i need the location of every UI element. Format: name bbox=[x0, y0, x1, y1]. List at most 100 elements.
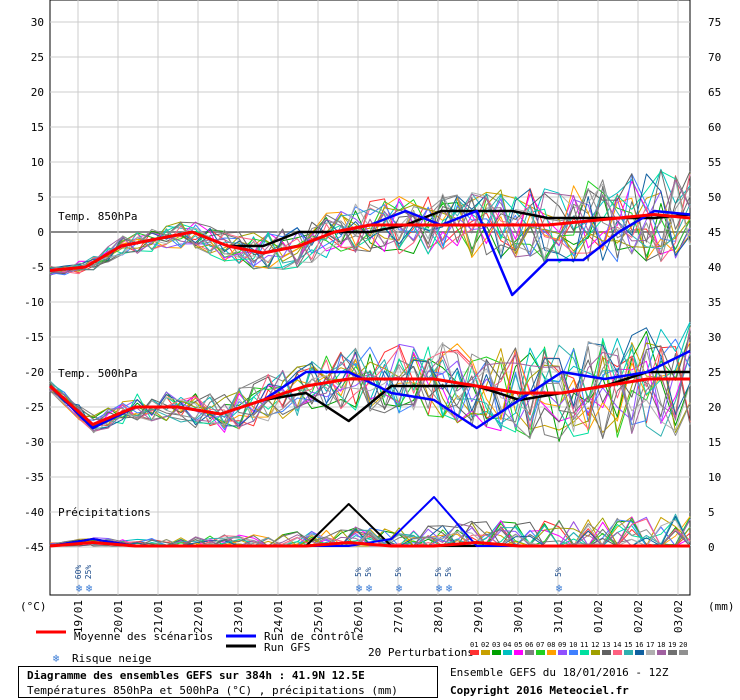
left-tick-label: 10 bbox=[31, 156, 44, 169]
perturbation-id: 18 bbox=[657, 641, 665, 649]
snowflake-icon: ❄ bbox=[556, 582, 563, 595]
date-tick-label: 03/02 bbox=[672, 600, 685, 633]
right-tick-label: 30 bbox=[708, 331, 721, 344]
right-tick-label: 45 bbox=[708, 226, 721, 239]
perturbation-line-15 bbox=[49, 188, 691, 273]
perturbation-swatch bbox=[503, 650, 512, 655]
right-tick-label: 60 bbox=[708, 121, 721, 134]
perturbation-id: 20 bbox=[679, 641, 687, 649]
perturbation-swatch bbox=[514, 650, 523, 655]
left-tick-label: -35 bbox=[24, 471, 44, 484]
perturbation-id: 17 bbox=[646, 641, 654, 649]
snowflake-icon: ❄ bbox=[76, 582, 83, 595]
section-label: Temp. 500hPa bbox=[58, 367, 137, 380]
mean-850-line bbox=[49, 213, 691, 272]
right-tick-label: 35 bbox=[708, 296, 721, 309]
run-info: Ensemble GEFS du 18/01/2016 - 12Z bbox=[450, 666, 669, 679]
snowflake-icon: ❄ bbox=[86, 582, 93, 595]
perturbation-line-20 bbox=[49, 517, 690, 547]
legend-snow-label: Risque neige bbox=[72, 652, 151, 665]
perturbation-swatch bbox=[492, 650, 501, 655]
perturbation-id: 13 bbox=[602, 641, 610, 649]
date-tick-label: 28/01 bbox=[432, 600, 445, 633]
perturbation-line-03 bbox=[49, 194, 691, 276]
right-tick-label: 55 bbox=[708, 156, 721, 169]
perturbation-line-17 bbox=[49, 180, 691, 273]
snow-risk-label: 5% bbox=[354, 567, 363, 577]
date-tick-label: 22/01 bbox=[192, 600, 205, 633]
date-tick-label: 23/01 bbox=[232, 600, 245, 633]
date-tick-label: 21/01 bbox=[152, 600, 165, 633]
section-label: Temp. 850hPa bbox=[58, 210, 137, 223]
snowflake-icon: ❄ bbox=[53, 652, 60, 665]
date-tick-label: 25/01 bbox=[312, 600, 325, 633]
snow-risk-label: 5% bbox=[434, 567, 443, 577]
left-axis-unit: (°C) bbox=[20, 600, 47, 613]
chart-series bbox=[48, 168, 691, 548]
perturbation-id: 01 bbox=[470, 641, 478, 649]
left-tick-label: 0 bbox=[37, 226, 44, 239]
perturbation-line-20 bbox=[49, 347, 691, 440]
perturbation-line-17 bbox=[49, 341, 691, 434]
footer-title-box: Diagramme des ensembles GEFS sur 384h : … bbox=[18, 666, 438, 698]
perturbation-id: 06 bbox=[525, 641, 533, 649]
date-tick-label: 02/02 bbox=[632, 600, 645, 633]
date-tick-label: 27/01 bbox=[392, 600, 405, 633]
date-tick-label: 26/01 bbox=[352, 600, 365, 633]
snow-risk-label: 5% bbox=[394, 567, 403, 577]
perturbation-id: 08 bbox=[547, 641, 555, 649]
legend-perturbations-label: 20 Perturbations bbox=[368, 646, 474, 659]
mean-500-line bbox=[48, 377, 690, 426]
perturbation-line-20 bbox=[49, 187, 691, 270]
perturbation-swatch bbox=[470, 650, 479, 655]
snowflake-icon: ❄ bbox=[396, 582, 403, 595]
perturbation-id: 15 bbox=[624, 641, 632, 649]
date-tick-label: 20/01 bbox=[112, 600, 125, 633]
perturbation-line-18 bbox=[49, 328, 691, 434]
plot-frame bbox=[49, 0, 691, 596]
perturbation-line-19 bbox=[49, 169, 691, 275]
snow-risk-label: 60% bbox=[74, 565, 83, 580]
perturbation-swatch bbox=[646, 650, 655, 655]
snowflake-icon: ❄ bbox=[446, 582, 453, 595]
snowflake-icon: ❄ bbox=[366, 582, 373, 595]
mean-precip-line bbox=[49, 541, 690, 548]
legend-control-label: Run de contrôle bbox=[264, 630, 363, 643]
legend-mean-label: Moyenne des scénarios bbox=[74, 630, 213, 643]
perturbation-swatch bbox=[558, 650, 567, 655]
perturbation-swatch bbox=[525, 650, 534, 655]
right-tick-label: 70 bbox=[708, 51, 721, 64]
left-tick-label: -25 bbox=[24, 401, 44, 414]
date-tick-label: 01/02 bbox=[592, 600, 605, 633]
left-tick-label: -30 bbox=[24, 436, 44, 449]
chart-labels: 302520151050-5-10-15-20-25-30-35-40-4575… bbox=[20, 16, 735, 633]
date-tick-label: 24/01 bbox=[272, 600, 285, 633]
legend-gfs-label: Run GFS bbox=[264, 641, 310, 654]
perturbation-line-14 bbox=[49, 174, 691, 275]
left-tick-label: -5 bbox=[31, 261, 44, 274]
perturbation-swatch bbox=[613, 650, 622, 655]
snow-risk-label: 5% bbox=[554, 567, 563, 577]
date-tick-label: 30/01 bbox=[512, 600, 525, 633]
perturbation-swatch bbox=[668, 650, 677, 655]
left-tick-label: -40 bbox=[24, 506, 44, 519]
snow-risk-label: 5% bbox=[444, 567, 453, 577]
section-label: Précipitations bbox=[58, 506, 151, 519]
perturbation-id: 19 bbox=[668, 641, 676, 649]
perturbation-id: 04 bbox=[503, 641, 511, 649]
snowflake-icon: ❄ bbox=[356, 582, 363, 595]
snow-risk-label: 25% bbox=[84, 565, 93, 580]
perturbation-swatch bbox=[481, 650, 490, 655]
snowflake-icon: ❄ bbox=[436, 582, 443, 595]
perturbation-id: 05 bbox=[514, 641, 522, 649]
perturbation-id: 09 bbox=[558, 641, 566, 649]
perturbation-id: 14 bbox=[613, 641, 621, 649]
perturbation-swatch bbox=[679, 650, 688, 655]
copyright: Copyright 2016 Meteociel.fr bbox=[450, 684, 629, 697]
perturbation-id: 03 bbox=[492, 641, 500, 649]
perturbation-swatch bbox=[591, 650, 600, 655]
left-tick-label: 5 bbox=[37, 191, 44, 204]
right-tick-label: 65 bbox=[708, 86, 721, 99]
date-tick-label: 29/01 bbox=[472, 600, 485, 633]
